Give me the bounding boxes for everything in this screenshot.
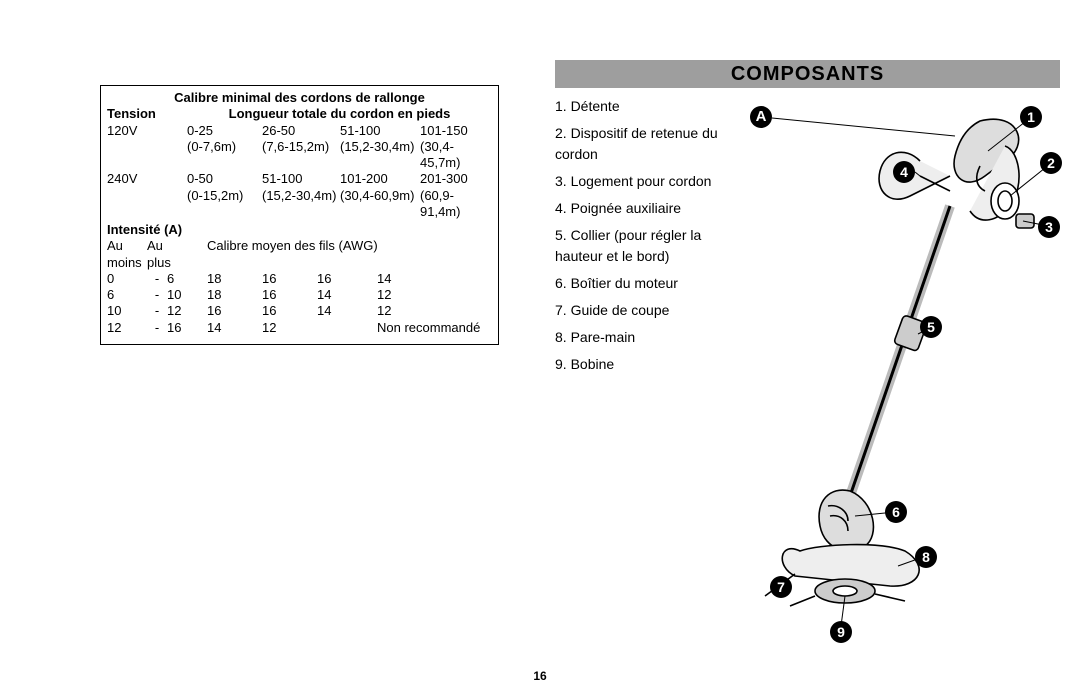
meters-cell: (60,9-91,4m) bbox=[420, 188, 490, 221]
gauge-cell: 14 bbox=[317, 287, 377, 303]
range-cell: 51-100 bbox=[262, 171, 340, 187]
component-item: 3. Logement pour cordon bbox=[555, 171, 725, 192]
meters-cell: (15,2-30,4m) bbox=[262, 188, 340, 221]
au-plus-2: plus bbox=[147, 255, 187, 271]
gauge-cell: 16 bbox=[262, 303, 317, 319]
table-subheader: Tension Longueur totale du cordon en pie… bbox=[107, 106, 492, 122]
callout-9: 9 bbox=[830, 621, 852, 643]
components-list: 1. Détente 2. Dispositif de retenue du c… bbox=[555, 96, 725, 381]
amp-to: 16 bbox=[167, 320, 207, 336]
callout-2: 2 bbox=[1040, 152, 1062, 174]
manual-page: Calibre minimal des cordons de rallonge … bbox=[0, 0, 1080, 698]
gauge-cell: 18 bbox=[207, 271, 262, 287]
voltage-row-120: 120V 0-25 26-50 51-100 101-150 bbox=[107, 123, 492, 139]
au-moins-1: Au bbox=[107, 238, 147, 254]
meters-cell: (7,6-15,2m) bbox=[262, 139, 340, 172]
awg-label: Calibre moyen des fils (AWG) bbox=[187, 238, 492, 254]
amp-row: 0 - 6 18 16 16 14 bbox=[107, 271, 492, 287]
component-item: 6. Boîtier du moteur bbox=[555, 273, 725, 294]
range-cell: 101-200 bbox=[340, 171, 420, 187]
gauge-cell: 16 bbox=[207, 303, 262, 319]
gauge-cell: 14 bbox=[207, 320, 262, 336]
amp-row: 6 - 10 18 16 14 12 bbox=[107, 287, 492, 303]
trimmer-diagram: A 1 4 2 3 5 6 8 7 9 bbox=[720, 96, 1070, 656]
au-plus-1: Au bbox=[147, 238, 187, 254]
au-moins-2: moins bbox=[107, 255, 147, 271]
amp-row: 10 - 12 16 16 14 12 bbox=[107, 303, 492, 319]
gauge-cell: Non recommandé bbox=[377, 320, 487, 336]
gauge-cell: 18 bbox=[207, 287, 262, 303]
range-cell: 201-300 bbox=[420, 171, 490, 187]
page-number: 16 bbox=[0, 669, 1080, 683]
callout-8: 8 bbox=[915, 546, 937, 568]
gauge-cell: 16 bbox=[262, 287, 317, 303]
gauge-cell: 12 bbox=[377, 287, 487, 303]
trimmer-illustration bbox=[720, 96, 1070, 656]
gauge-cell: 12 bbox=[377, 303, 487, 319]
amp-to: 6 bbox=[167, 271, 207, 287]
meters-cell: (0-15,2m) bbox=[187, 188, 262, 221]
gauge-cell: 16 bbox=[262, 271, 317, 287]
component-item: 1. Détente bbox=[555, 96, 725, 117]
meters-cell: (30,4-60,9m) bbox=[340, 188, 420, 221]
awg-header-2: moins plus bbox=[107, 255, 492, 271]
amp-from: 6 bbox=[107, 287, 147, 303]
gauge-cell: 14 bbox=[377, 271, 487, 287]
extension-cord-table: Calibre minimal des cordons de rallonge … bbox=[100, 85, 499, 345]
section-header-composants: COMPOSANTS bbox=[555, 60, 1060, 88]
component-item: 5. Collier (pour régler la hauteur et le… bbox=[555, 225, 725, 267]
component-item: 2. Dispositif de retenue du cordon bbox=[555, 123, 725, 165]
callout-A: A bbox=[750, 106, 772, 128]
callout-1: 1 bbox=[1020, 106, 1042, 128]
voltage-meters-240: (0-15,2m) (15,2-30,4m) (30,4-60,9m) (60,… bbox=[107, 188, 492, 221]
amp-from: 0 bbox=[107, 271, 147, 287]
gauge-cell bbox=[317, 320, 377, 336]
component-item: 9. Bobine bbox=[555, 354, 725, 375]
range-cell: 26-50 bbox=[262, 123, 340, 139]
meters-cell: (30,4-45,7m) bbox=[420, 139, 490, 172]
amp-row: 12 - 16 14 12 Non recommandé bbox=[107, 320, 492, 336]
tension-label: Tension bbox=[107, 106, 187, 122]
gauge-cell: 14 bbox=[317, 303, 377, 319]
range-cell: 51-100 bbox=[340, 123, 420, 139]
range-cell: 0-25 bbox=[187, 123, 262, 139]
amp-from: 10 bbox=[107, 303, 147, 319]
meters-cell: (15,2-30,4m) bbox=[340, 139, 420, 172]
range-cell: 0-50 bbox=[187, 171, 262, 187]
callout-4: 4 bbox=[893, 161, 915, 183]
component-item: 8. Pare-main bbox=[555, 327, 725, 348]
voltage-row-240: 240V 0-50 51-100 101-200 201-300 bbox=[107, 171, 492, 187]
gauge-cell: 16 bbox=[317, 271, 377, 287]
component-item: 7. Guide de coupe bbox=[555, 300, 725, 321]
table-title: Calibre minimal des cordons de rallonge bbox=[107, 90, 492, 106]
voltage-240: 240V bbox=[107, 171, 187, 187]
meters-cell: (0-7,6m) bbox=[187, 139, 262, 172]
component-item: 4. Poignée auxiliaire bbox=[555, 198, 725, 219]
amp-to: 10 bbox=[167, 287, 207, 303]
length-label: Longueur totale du cordon en pieds bbox=[187, 106, 492, 122]
voltage-120: 120V bbox=[107, 123, 187, 139]
callout-6: 6 bbox=[885, 501, 907, 523]
amp-from: 12 bbox=[107, 320, 147, 336]
callout-7: 7 bbox=[770, 576, 792, 598]
amp-to: 12 bbox=[167, 303, 207, 319]
callout-3: 3 bbox=[1038, 216, 1060, 238]
range-cell: 101-150 bbox=[420, 123, 490, 139]
intensite-label: Intensité (A) bbox=[107, 222, 492, 238]
voltage-meters-120: (0-7,6m) (7,6-15,2m) (15,2-30,4m) (30,4-… bbox=[107, 139, 492, 172]
awg-header-1: Au Au Calibre moyen des fils (AWG) bbox=[107, 238, 492, 254]
callout-5: 5 bbox=[920, 316, 942, 338]
gauge-cell: 12 bbox=[262, 320, 317, 336]
